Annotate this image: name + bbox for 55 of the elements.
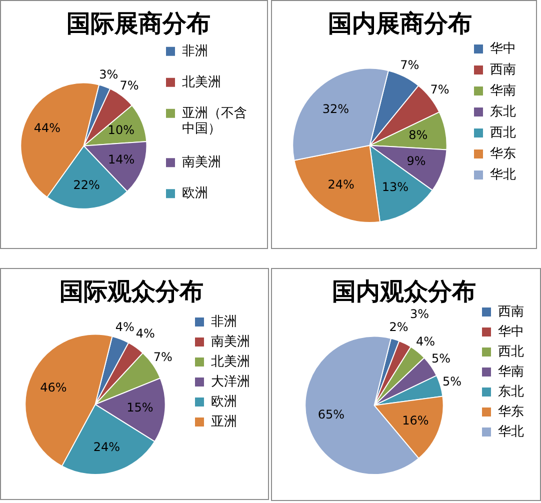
legend-label: 亚洲（不含中国） — [182, 106, 247, 136]
legend-label: 华南 — [498, 364, 524, 380]
legend-label: 华东 — [498, 404, 524, 420]
data-label: 24% — [93, 440, 120, 454]
legend-label: 华中 — [490, 41, 516, 56]
legend-label: 南美洲 — [182, 154, 221, 170]
legend-label: 西北 — [490, 125, 516, 140]
data-label: 4% — [416, 334, 436, 349]
data-label: 3% — [99, 67, 118, 82]
data-label: 8% — [408, 128, 428, 142]
data-label: 5% — [431, 351, 451, 366]
data-label: 22% — [73, 178, 100, 192]
data-label: 65% — [318, 407, 344, 422]
legend-label: 亚洲 — [211, 414, 237, 430]
data-label: 7% — [400, 58, 420, 72]
data-label: 4% — [136, 326, 155, 341]
data-label: 32% — [322, 102, 350, 116]
data-label: 15% — [126, 400, 154, 414]
legend-label: 非洲 — [211, 314, 237, 330]
data-label: 9% — [406, 154, 426, 168]
legend-label: 北美洲 — [211, 353, 250, 370]
data-label: 24% — [328, 178, 354, 192]
data-label: 7% — [153, 350, 172, 364]
legend-label: 非洲 — [182, 44, 208, 59]
legend-label: 东北 — [498, 384, 524, 400]
data-label: 46% — [40, 380, 67, 394]
data-label: 16% — [402, 414, 429, 428]
legend-label: 华北 — [498, 424, 524, 440]
data-label: 5% — [442, 374, 462, 388]
legend-label: 华东 — [490, 146, 516, 162]
data-label: 10% — [108, 122, 134, 137]
legend-label: 大洋洲 — [211, 374, 250, 390]
chart-title: 国际观众分布 — [60, 276, 204, 306]
chart-title: 国内展商分布 — [328, 8, 472, 38]
data-label: 2% — [389, 320, 408, 334]
data-label: 14% — [108, 152, 135, 167]
legend-label: 东北 — [490, 104, 516, 120]
chart-title: 国内观众分布 — [332, 276, 476, 306]
legend-label: 欧洲 — [182, 186, 208, 201]
data-label: 4% — [115, 320, 134, 334]
legend-label: 西南 — [490, 62, 516, 78]
legend-label: 西南 — [498, 304, 524, 320]
legend-label: 南美洲 — [211, 333, 250, 350]
legend-label: 华北 — [490, 167, 516, 182]
chart-title: 国际展商分布 — [66, 8, 210, 38]
data-label: 44% — [34, 121, 60, 136]
legend-label: 华中 — [498, 324, 524, 340]
data-label: 13% — [382, 180, 408, 194]
legend-label: 华南 — [490, 83, 516, 98]
legend-label: 北美洲 — [182, 74, 221, 90]
legend-label: 欧洲 — [211, 394, 237, 410]
legend-label: 西北 — [498, 344, 524, 360]
data-label: 7% — [120, 78, 139, 92]
data-label: 7% — [430, 82, 450, 96]
data-label: 3% — [410, 307, 430, 322]
